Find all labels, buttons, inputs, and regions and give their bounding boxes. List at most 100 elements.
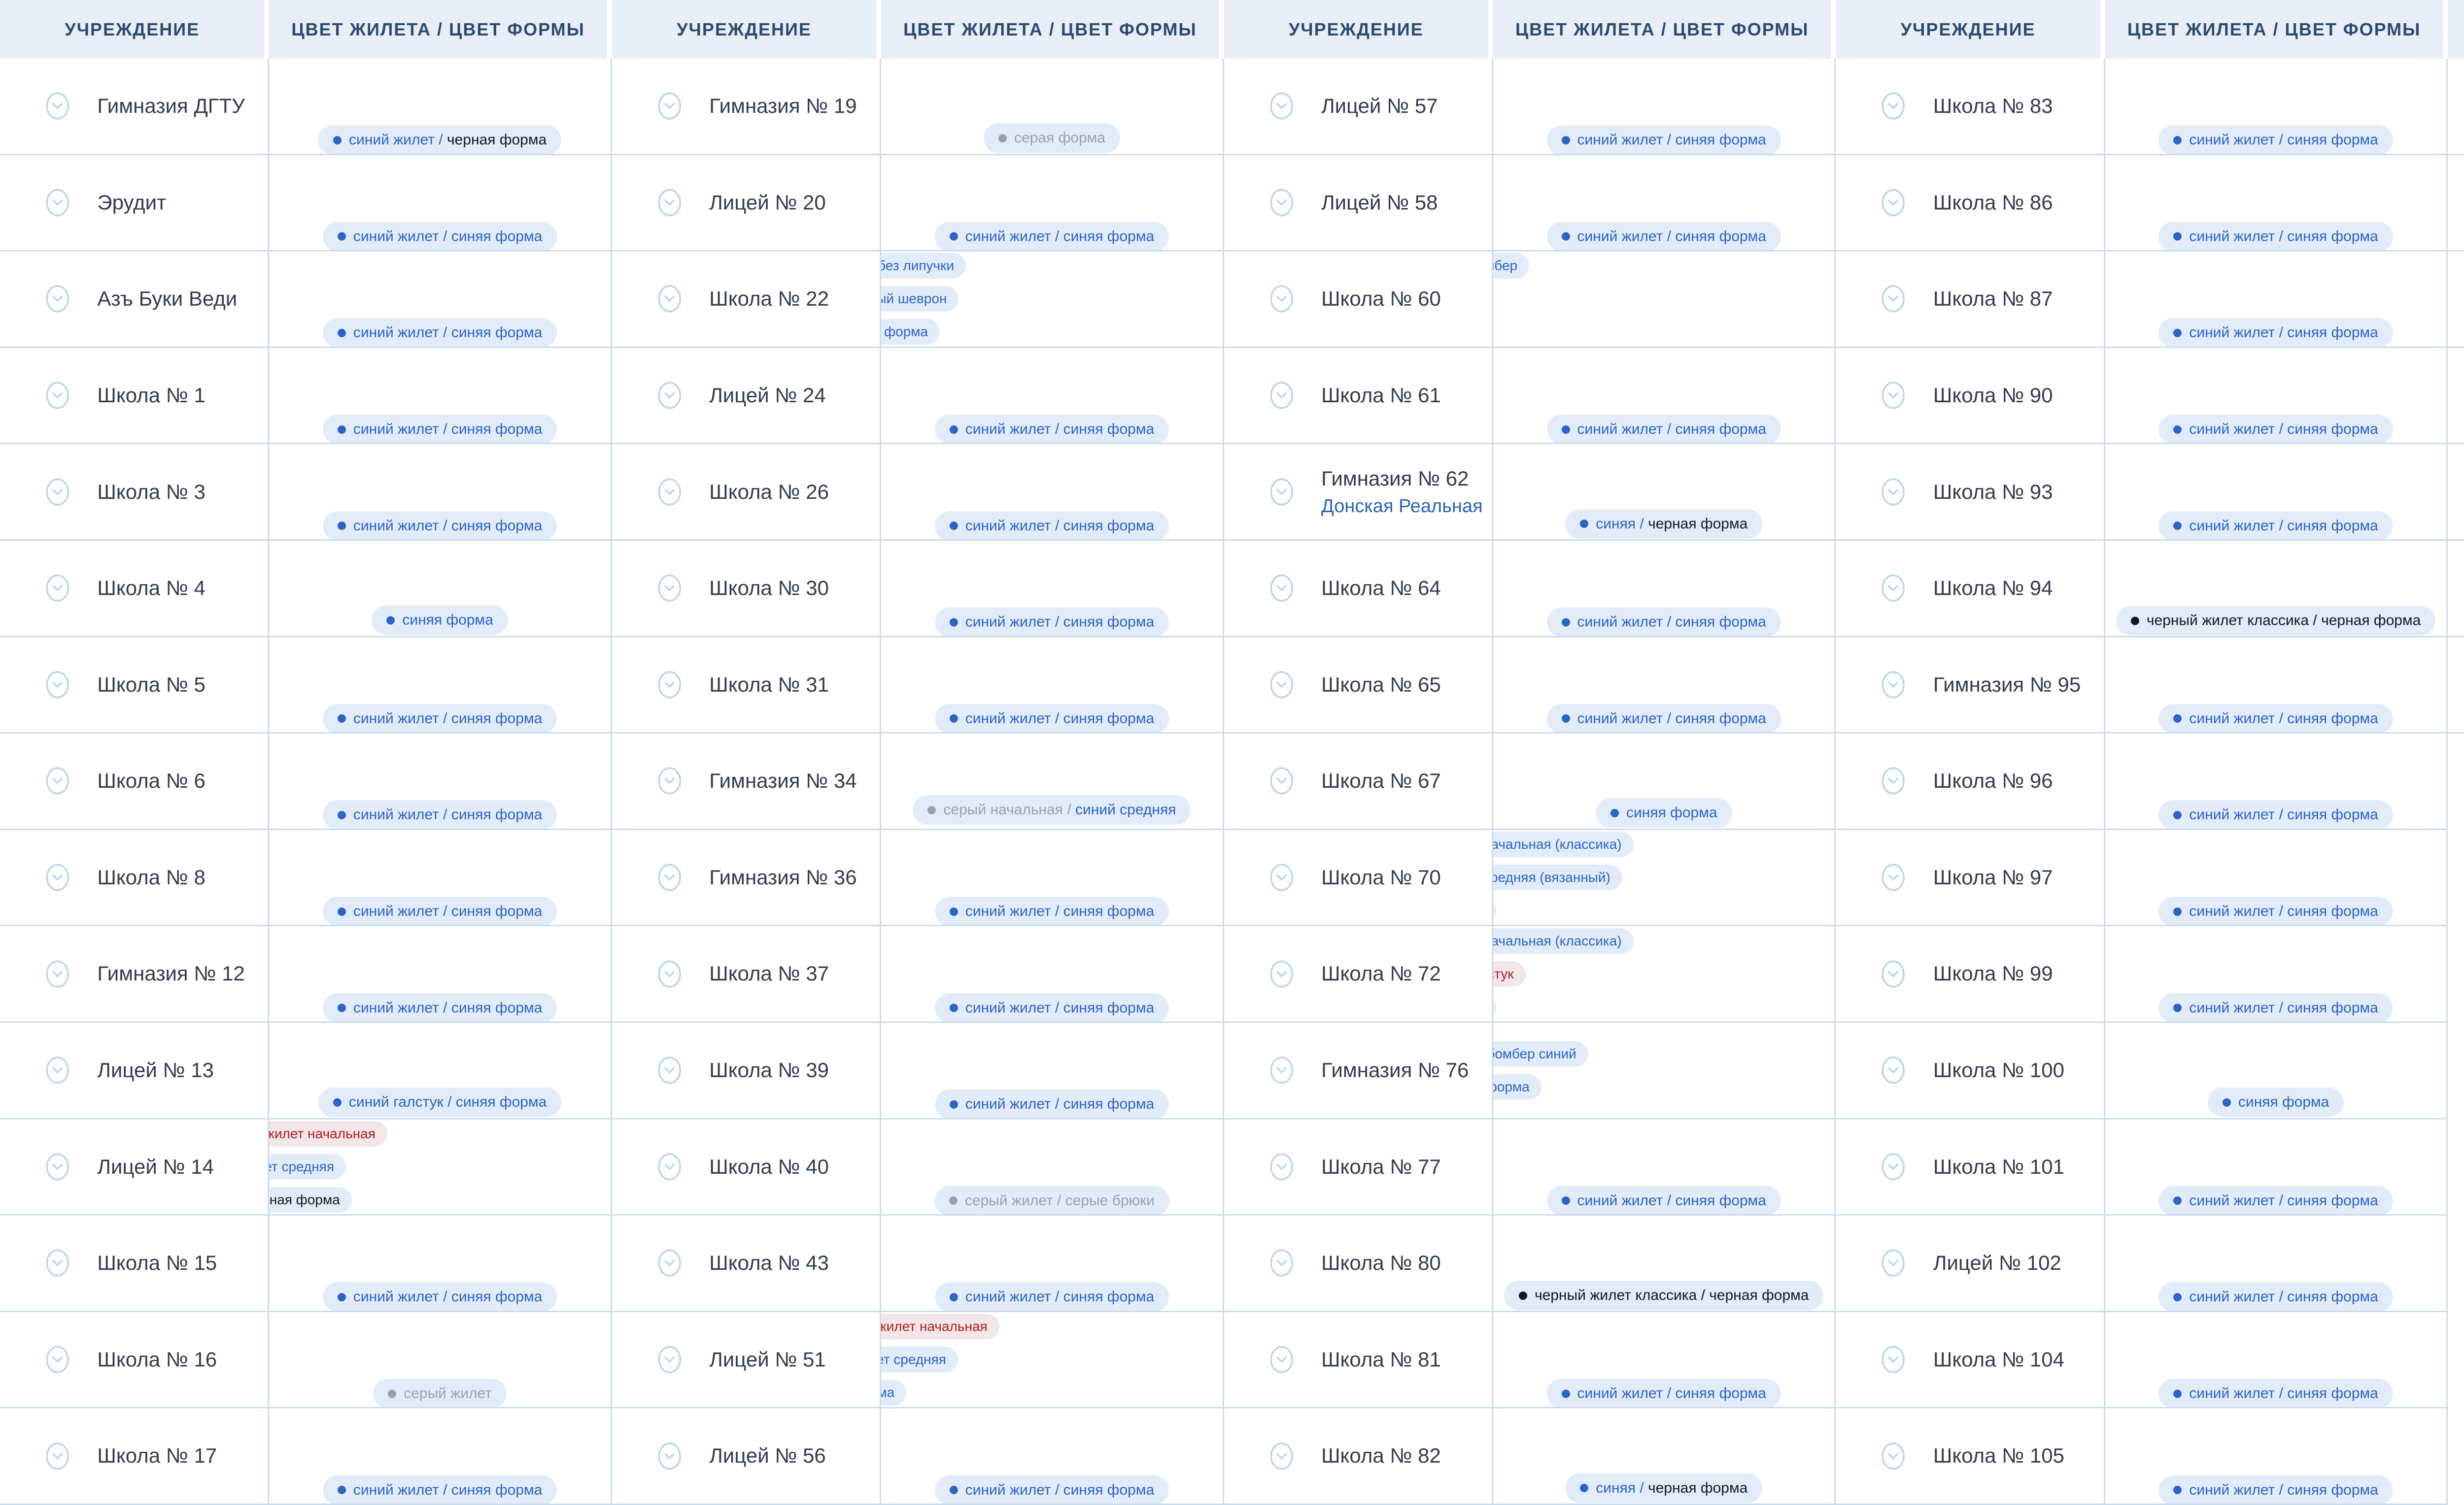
institution-names: Лицей № 102 (1933, 1251, 2061, 1275)
uniform-badge: черный жилет классика / черная форма (2116, 606, 2436, 636)
chevron-down-icon[interactable] (1269, 284, 1294, 313)
chevron-down-icon[interactable] (1269, 863, 1294, 892)
chevron-down-icon[interactable] (657, 960, 682, 988)
chevron-down-icon[interactable] (1269, 1249, 1294, 1277)
chevron-down-icon[interactable] (657, 1153, 682, 1181)
chevron-down-icon[interactable] (1269, 574, 1294, 602)
chevron-down-icon[interactable] (45, 670, 69, 699)
uniform-colors-cell: <<<<<синий жилет / синяя форма (269, 926, 612, 1021)
scarf-blue-icon: < (1590, 1131, 1738, 1176)
polo-blue-icon: < (2105, 256, 2189, 308)
institution-name: Школа № 81 (1321, 1347, 1441, 1371)
vest-gray-icon: < (897, 1120, 1045, 1176)
chevron-down-icon[interactable] (657, 92, 682, 120)
badge-text: черный жилет классика / черная форма (2146, 612, 2421, 629)
badge-text: синий жилет средняя (вязанный) (1493, 870, 1610, 885)
table-row: Лицей № 14 бордовый жилет начальная синий … (0, 1119, 612, 1216)
uniform-colors-cell: <<<<<синий жилет / синяя форма (881, 540, 1224, 636)
chevron-down-icon[interactable] (1881, 478, 1905, 506)
chevron-down-icon[interactable] (1269, 188, 1294, 217)
chevron-down-icon[interactable] (657, 1345, 682, 1374)
chevron-down-icon[interactable] (1881, 92, 1905, 120)
institution-name: Школа № 94 (1933, 576, 2053, 600)
chevron-down-icon[interactable] (1881, 1442, 1905, 1470)
chevron-down-icon[interactable] (45, 1442, 69, 1470)
chevron-down-icon[interactable] (1269, 1056, 1294, 1085)
chevron-down-icon[interactable] (45, 960, 69, 988)
chevron-down-icon[interactable] (1881, 1153, 1905, 1181)
chevron-down-icon[interactable] (1269, 767, 1294, 795)
chevron-down-icon[interactable] (45, 767, 69, 795)
chevron-down-icon[interactable] (45, 478, 69, 506)
badge-text: бордовый галстук (1493, 966, 1514, 981)
institution-names: Школа № 105 (1933, 1444, 2064, 1468)
chevron-down-icon[interactable] (1269, 478, 1294, 506)
chevron-down-icon[interactable] (45, 92, 69, 120)
uniform-colors-cell: <<<<<синий жилет / синяя форма (881, 155, 1224, 250)
chevron-down-icon[interactable] (657, 284, 682, 313)
institution-names: Школа № 3 (97, 480, 205, 504)
polo-blue-icon: < (2105, 352, 2189, 405)
chevron-down-icon[interactable] (657, 478, 682, 506)
chevron-down-icon[interactable] (45, 1153, 69, 1181)
institution-names: Школа № 65 (1321, 673, 1441, 697)
chevron-down-icon[interactable] (1269, 960, 1294, 988)
chevron-down-icon[interactable] (1269, 1345, 1294, 1374)
chevron-down-icon[interactable] (657, 670, 682, 699)
chevron-down-icon[interactable] (45, 1345, 69, 1374)
institution-name: Лицей № 14 (97, 1155, 214, 1178)
chevron-down-icon[interactable] (1881, 574, 1905, 602)
polo-blue-icon: < (881, 835, 965, 887)
institution-cell: Школа № 77 (1224, 1119, 1494, 1215)
institution-names: Школа № 94 (1933, 576, 2053, 600)
chevron-down-icon[interactable] (1881, 767, 1905, 795)
chevron-down-icon[interactable] (657, 863, 682, 892)
chevron-down-icon[interactable] (1881, 188, 1905, 217)
chevron-down-icon[interactable] (1269, 92, 1294, 120)
table-row: Школа № 82<<<<синяя / черная форма (1224, 1408, 1836, 1505)
institution-names: Гимназия ДГТУ (97, 94, 244, 118)
chevron-down-icon[interactable] (45, 284, 69, 313)
badge-text: синий жилет / синяя форма (1577, 228, 1766, 245)
polo-blue-icon: < (1493, 63, 1577, 115)
chevron-down-icon[interactable] (45, 1249, 69, 1277)
chevron-down-icon[interactable] (657, 188, 682, 217)
chevron-down-icon[interactable] (657, 381, 682, 410)
chevron-down-icon[interactable] (1881, 1345, 1905, 1374)
chevron-down-icon[interactable] (45, 574, 69, 602)
institution-cell: Школа № 72 (1224, 926, 1494, 1021)
chevron-down-icon[interactable] (1881, 1056, 1905, 1085)
chevron-down-icon[interactable] (45, 188, 69, 217)
chevron-down-icon[interactable] (45, 1056, 69, 1085)
uniform-badge: синий жилет / синяя форма (2158, 1186, 2393, 1215)
chevron-down-icon[interactable] (1269, 1153, 1294, 1181)
institution-cell: Школа № 61 (1224, 348, 1494, 443)
uniform-colors-cell: <<<<<синий жилет / синяя форма (269, 1216, 612, 1311)
chevron-down-icon[interactable] (1881, 284, 1905, 313)
chevron-down-icon[interactable] (1269, 1442, 1294, 1470)
polo-blue-icon: < (269, 642, 353, 694)
color-dot-icon (2173, 522, 2182, 530)
chevron-down-icon[interactable] (657, 1249, 682, 1277)
chevron-down-icon[interactable] (1881, 1249, 1905, 1277)
chevron-down-icon[interactable] (657, 1442, 682, 1470)
chevron-down-icon[interactable] (45, 381, 69, 410)
color-dot-icon (2173, 1486, 2182, 1495)
chevron-down-icon[interactable] (1881, 960, 1905, 988)
table-row: Школа № 72 синий жилет начальная (классик… (1224, 926, 1836, 1023)
chevron-down-icon[interactable] (1881, 863, 1905, 892)
uniform-badge: синий жилет / синяя форма (322, 703, 557, 733)
uniform-badge: синий жилет средняя (вязанный) (1493, 865, 1622, 891)
chevron-down-icon[interactable] (1881, 381, 1905, 410)
chevron-down-icon[interactable] (1269, 381, 1294, 410)
chevron-down-icon[interactable] (657, 767, 682, 795)
chevron-down-icon[interactable] (1881, 670, 1905, 699)
chevron-down-icon[interactable] (657, 574, 682, 602)
chevron-down-icon[interactable] (657, 1056, 682, 1085)
institution-name: Школа № 61 (1321, 383, 1441, 407)
chevron-down-icon[interactable] (45, 863, 69, 892)
skirt-blue-icon: < (2362, 752, 2448, 790)
chevron-down-icon[interactable] (1269, 670, 1294, 699)
vest-blue-icon: < (1058, 737, 1206, 785)
